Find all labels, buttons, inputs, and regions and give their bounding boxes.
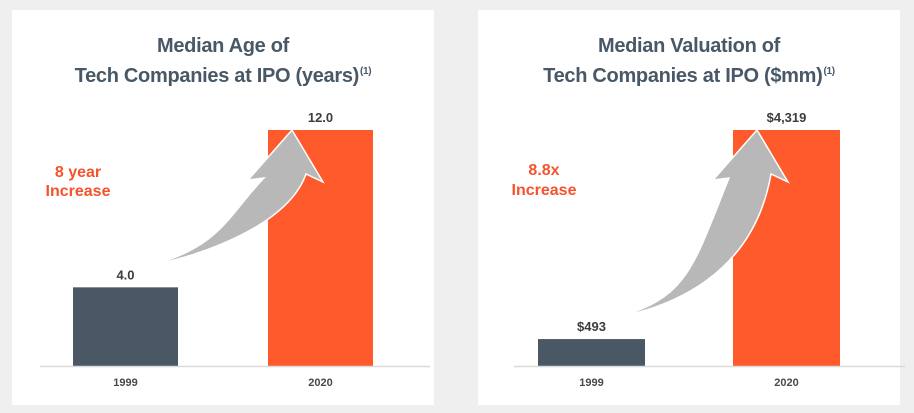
x-tick-label-2020: 2020 [308, 377, 332, 389]
chart-title-line-1: Median Age of [156, 35, 290, 57]
footnote-marker: (1) [360, 66, 372, 77]
median-valuation-bar-chart: $493 $4,319 1999 2020 8.8x Increase [512, 110, 905, 389]
value-label-2020: 12.0 [308, 110, 333, 125]
bar-1999 [538, 339, 645, 366]
increase-annotation-line-2: Increase [46, 183, 111, 200]
chart-title: Median Valuation of Tech Companies at IP… [478, 34, 900, 89]
footnote-marker: (1) [823, 66, 836, 77]
chart-title-line-2: Tech Companies at IPO ($mm) [543, 65, 823, 87]
x-tick-label-1999: 1999 [113, 377, 137, 389]
bar-1999 [73, 287, 178, 366]
increase-annotation-line-2: Increase [512, 182, 577, 199]
value-label-1999: 4.0 [116, 267, 134, 282]
increase-annotation-line-1: 8 year [55, 164, 101, 181]
x-tick-label-2020: 2020 [774, 377, 798, 389]
increase-arrow-icon [618, 128, 790, 318]
chart-title-line-2: Tech Companies at IPO (years) [74, 65, 360, 87]
value-label-2020: $4,319 [767, 110, 807, 125]
median-age-chart-panel: Median Age of Tech Companies at IPO (yea… [12, 10, 434, 405]
x-tick-label-1999: 1999 [579, 377, 603, 389]
chart-title: Median Age of Tech Companies at IPO (yea… [12, 34, 434, 89]
increase-annotation-line-1: 8.8x [528, 162, 559, 179]
increase-arrow-icon [151, 128, 325, 267]
value-label-1999: $493 [577, 319, 606, 334]
median-age-bar-chart: 4.0 12.0 1999 2020 8 year Increase [40, 110, 430, 389]
chart-title-line-1: Median Valuation of [597, 35, 781, 57]
median-valuation-chart-panel: Median Valuation of Tech Companies at IP… [478, 10, 905, 405]
